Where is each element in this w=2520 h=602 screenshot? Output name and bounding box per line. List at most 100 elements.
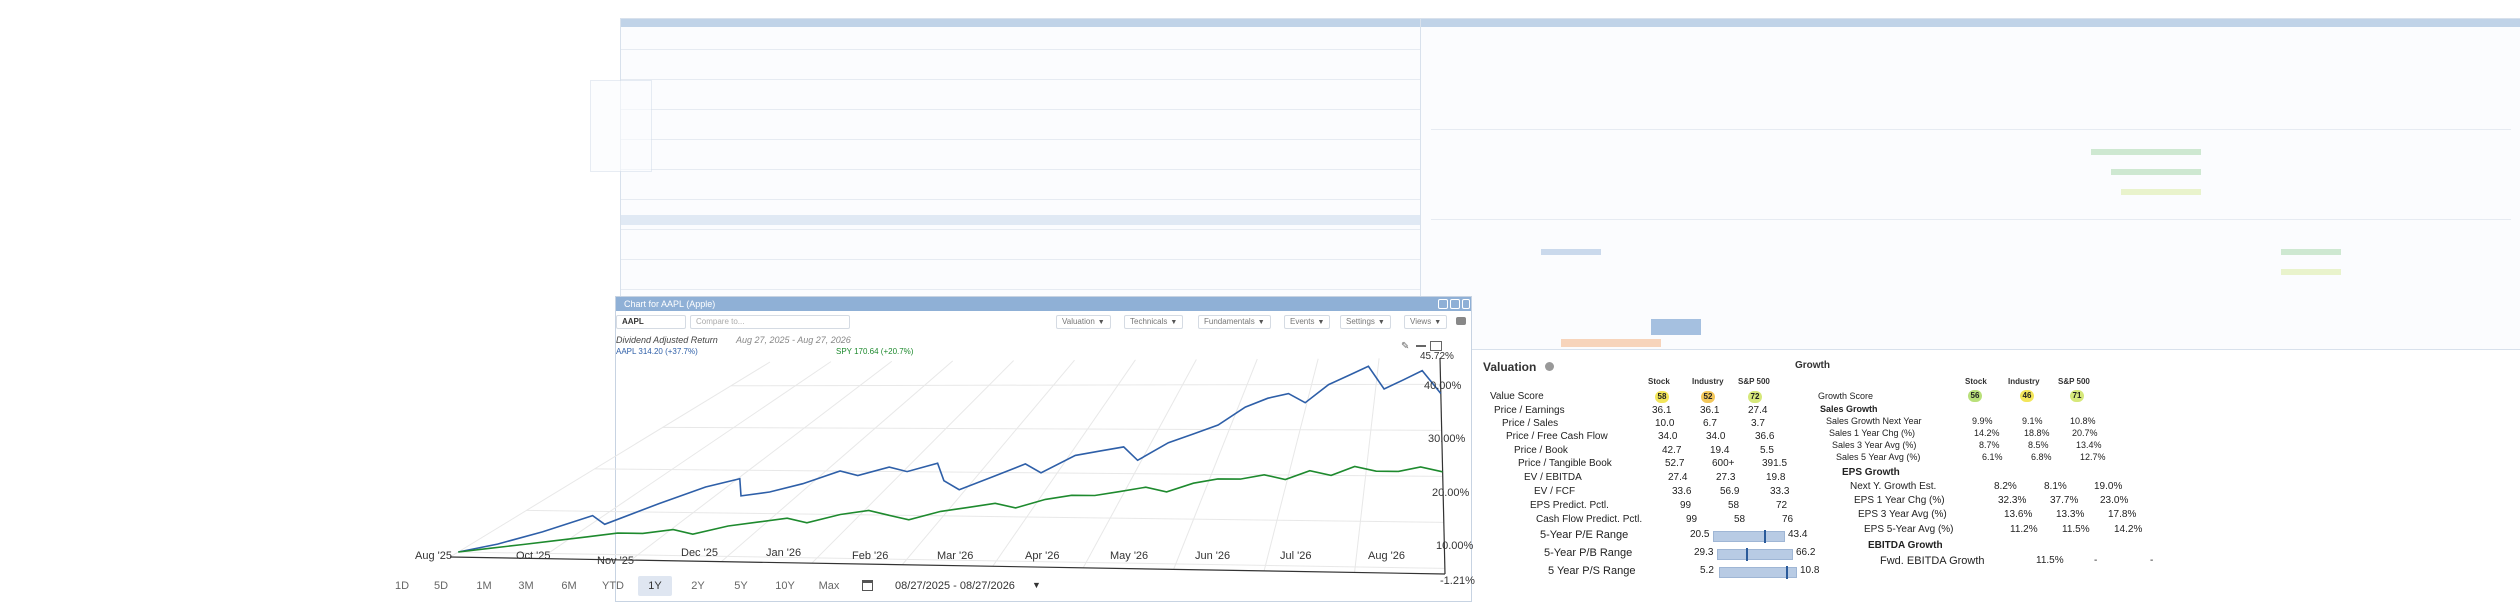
minimize-icon[interactable] <box>1416 345 1426 347</box>
series-line-spy <box>458 465 1443 553</box>
grid-line-horizontal <box>730 383 1441 387</box>
grid-line-vertical <box>721 360 954 563</box>
growth-row-value: 20.7% <box>2072 428 2098 438</box>
range-ytd-button[interactable]: YTD <box>602 580 624 592</box>
valuation-menu-button[interactable]: Valuation ▼ <box>1056 315 1111 329</box>
x-tick-label: Jan '26 <box>766 547 802 559</box>
range-2y-button[interactable]: 2Y <box>691 580 705 592</box>
growth-row-value: 13.6% <box>2004 509 2033 520</box>
growth-row-value: 14.2% <box>2114 524 2143 535</box>
valuation-menu-label: Valuation <box>1062 317 1095 326</box>
collapse-icon[interactable] <box>1438 299 1448 309</box>
popout-icon[interactable] <box>1462 299 1470 309</box>
valuation-row-value: 42.7 <box>1662 445 1682 456</box>
draw-tool-icon[interactable]: ✎ <box>1401 341 1410 352</box>
x-tick-label: Jul '26 <box>1280 550 1312 562</box>
range-5d-button[interactable]: 5D <box>433 580 449 592</box>
valuation-row-value: 10.0 <box>1655 418 1675 429</box>
valuation-row-label: Price / Earnings <box>1494 405 1565 416</box>
growth-row-value: 13.3% <box>2056 509 2085 520</box>
symbol-input[interactable]: AAPL <box>616 315 686 329</box>
valuation-row-value: 36.6 <box>1755 431 1775 442</box>
valuation-row-value: 72 <box>1776 500 1788 511</box>
y-tick-label: 45.72% <box>1420 351 1454 362</box>
growth-score-industry-badge: 46 <box>2020 390 2034 402</box>
growth-row-value: 8.1% <box>2044 481 2067 492</box>
range-low: 5.2 <box>1700 565 1714 576</box>
chart-date-range: Aug 27, 2025 - Aug 27, 2026 <box>736 335 851 345</box>
growth-row-label: Fwd. EBITDA Growth <box>1880 555 1985 567</box>
growth-row-value: 11.5% <box>2062 524 2090 535</box>
growth-row-value: 37.7% <box>2050 495 2079 506</box>
background-table-panel <box>620 18 1422 298</box>
y-tick-label: 20.00% <box>1432 487 1470 499</box>
growth-row-value: 8.7% <box>1979 440 2000 450</box>
growth-row-value: 8.5% <box>2028 440 2049 450</box>
settings-menu-button[interactable]: Settings ▼ <box>1340 315 1391 329</box>
range-max-button[interactable]: Max <box>818 580 840 592</box>
info-icon[interactable] <box>1545 362 1554 371</box>
growth-row-value: 32.3% <box>1998 495 2027 506</box>
growth-row-value: 19.0% <box>2094 481 2123 492</box>
growth-row-value: 12.7% <box>2080 452 2106 462</box>
range-high: 66.2 <box>1796 547 1816 558</box>
eps-growth-heading: EPS Growth <box>1842 467 1900 478</box>
growth-col-sp500: S&P 500 <box>2058 377 2090 386</box>
growth-row-value: 14.2% <box>1974 428 2000 438</box>
growth-row-value: 11.5% <box>2036 555 2064 566</box>
valuation-row-value: 36.1 <box>1652 405 1672 416</box>
events-menu-button[interactable]: Events ▼ <box>1284 315 1331 329</box>
range-10y-button[interactable]: 10Y <box>775 580 795 592</box>
valuation-row-value: 34.0 <box>1658 431 1678 442</box>
y-tick-label: 40.00% <box>1424 380 1462 392</box>
valuation-row-value: 36.1 <box>1700 405 1720 416</box>
fundamentals-menu-button[interactable]: Fundamentals ▼ <box>1198 315 1271 329</box>
valuation-row-value: 391.5 <box>1762 458 1788 469</box>
value-score-sp500-badge: 72 <box>1748 391 1762 403</box>
date-range-picker[interactable]: 08/27/2025 - 08/27/2026 <box>895 580 1015 592</box>
compare-input[interactable]: Compare to... <box>690 315 850 329</box>
growth-row-label: Sales 1 Year Chg (%) <box>1829 428 1916 438</box>
range-low: 20.5 <box>1690 529 1710 540</box>
chevron-down-icon: ▼ <box>1257 319 1265 326</box>
valuation-row-value: 58 <box>1734 514 1746 525</box>
chevron-down-icon[interactable]: ▼ <box>1032 580 1041 590</box>
views-menu-button[interactable]: Views ▼ <box>1404 315 1448 329</box>
growth-row-label: EPS 1 Year Chg (%) <box>1854 495 1945 506</box>
range-row-label: 5-Year P/E Range <box>1540 529 1629 541</box>
range-3m-button[interactable]: 3M <box>518 580 534 592</box>
legend-spy: SPY 170.64 (+20.7%) <box>836 347 914 356</box>
valuation-row-label: EPS Predict. Pctl. <box>1530 500 1609 511</box>
chevron-down-icon: ▼ <box>1170 319 1178 326</box>
range-1y-button[interactable]: 1Y <box>638 576 672 596</box>
expand-icon[interactable] <box>1450 299 1460 309</box>
chart-panel-title: Chart for AAPL (Apple) <box>624 299 716 309</box>
grid-line-horizontal <box>594 468 1443 477</box>
growth-row-label: EPS 5-Year Avg (%) <box>1864 524 1954 535</box>
range-row-label: 5 Year P/S Range <box>1548 565 1636 577</box>
y-tick-label: 10.00% <box>1436 540 1474 552</box>
grid-line-vertical <box>901 359 1075 566</box>
growth-row-label: EPS 3 Year Avg (%) <box>1858 509 1947 520</box>
range-6m-button[interactable]: 6M <box>561 580 577 592</box>
calendar-icon[interactable] <box>862 580 873 591</box>
maximize-icon[interactable] <box>1430 341 1442 351</box>
grid-line-horizontal <box>458 551 1445 569</box>
growth-row-label: Sales 3 Year Avg (%) <box>1832 440 1917 450</box>
valuation-row-value: 27.3 <box>1716 472 1736 483</box>
growth-row-value: 11.2% <box>2010 524 2038 535</box>
grid-line-vertical <box>1173 358 1258 570</box>
range-1m-button[interactable]: 1M <box>476 580 492 592</box>
valuation-row-value: 600+ <box>1712 458 1735 469</box>
grid-line-vertical <box>811 360 1014 564</box>
growth-title: Growth <box>1795 360 1830 371</box>
range-5y-button[interactable]: 5Y <box>734 580 748 592</box>
valuation-row-value: 76 <box>1782 514 1794 525</box>
technicals-menu-button[interactable]: Technicals ▼ <box>1124 315 1184 329</box>
valuation-row-value: 33.6 <box>1672 486 1692 497</box>
camera-icon[interactable] <box>1456 317 1466 325</box>
x-tick-label: Mar '26 <box>937 550 974 562</box>
valuation-row-label: EV / FCF <box>1534 486 1576 497</box>
x-tick-label: Oct '25 <box>516 550 551 562</box>
range-1d-button[interactable]: 1D <box>394 580 410 592</box>
